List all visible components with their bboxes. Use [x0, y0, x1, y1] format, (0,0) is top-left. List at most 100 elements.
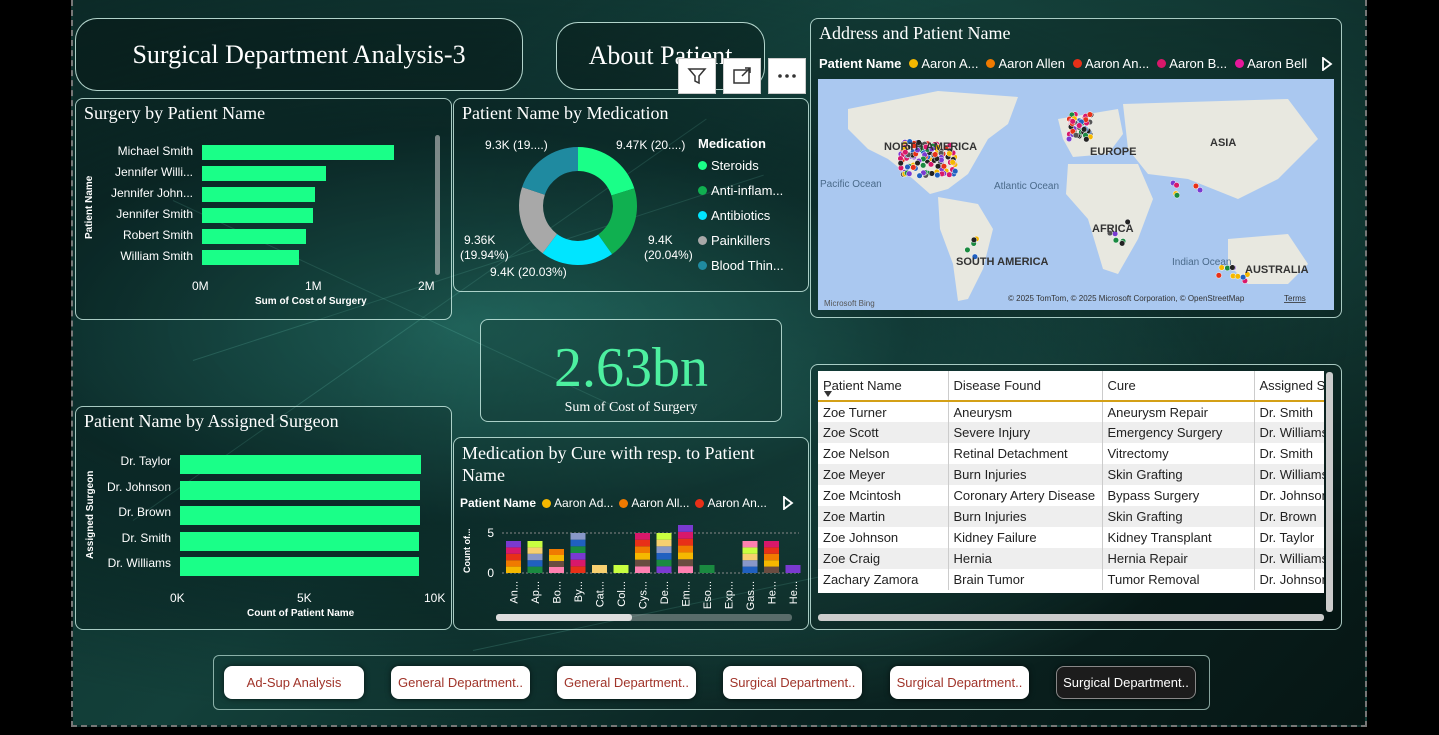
- map-point[interactable]: [1244, 271, 1251, 278]
- stacked-bar-segment[interactable]: [764, 553, 779, 561]
- bar[interactable]: [202, 145, 395, 160]
- map-point[interactable]: [946, 142, 954, 149]
- stacked-bar-segment[interactable]: [613, 565, 629, 573]
- cure-legend-item[interactable]: Aaron Ad...: [542, 496, 613, 510]
- map-point[interactable]: [1173, 182, 1180, 189]
- map-point[interactable]: [932, 151, 939, 158]
- table-h-scrollbar[interactable]: [818, 614, 1324, 621]
- map-point[interactable]: [1119, 240, 1126, 247]
- stacked-bar-segment[interactable]: [527, 566, 543, 573]
- stacked-bar-segment[interactable]: [678, 545, 693, 553]
- world-map[interactable]: NORTH AMERICA EUROPE ASIA AFRICA SOUTH A…: [818, 79, 1334, 310]
- stacked-bar-segment[interactable]: [570, 533, 586, 540]
- column-header[interactable]: Patient Name: [818, 371, 949, 402]
- stacked-bar-segment[interactable]: [527, 547, 543, 554]
- map-point[interactable]: [1192, 182, 1199, 190]
- table-row[interactable]: Zoe Turner Aneurysm Aneurysm Repair Dr. Smi…: [818, 401, 1324, 422]
- stacked-bar-segment[interactable]: [785, 565, 801, 573]
- legend-next-icon[interactable]: [1321, 57, 1333, 71]
- nav-surgical-department-3[interactable]: Surgical Department..: [1056, 666, 1196, 699]
- stacked-bar-segment[interactable]: [742, 560, 758, 567]
- map-point[interactable]: [910, 142, 918, 149]
- legend-item[interactable]: Anti-inflam...: [698, 178, 784, 203]
- legend-next-icon[interactable]: [782, 496, 794, 510]
- map-point[interactable]: [1196, 187, 1204, 194]
- stacked-bar-segment[interactable]: [764, 560, 779, 567]
- stacked-bar-segment[interactable]: [635, 553, 650, 560]
- bar[interactable]: [180, 455, 422, 474]
- map-point[interactable]: [934, 163, 942, 170]
- map-point[interactable]: [902, 149, 909, 156]
- map-point[interactable]: [1240, 274, 1247, 281]
- map-point[interactable]: [949, 159, 956, 166]
- donut-slice[interactable]: [519, 187, 558, 254]
- bar[interactable]: [202, 229, 306, 244]
- stacked-bar-segment[interactable]: [506, 566, 521, 573]
- stacked-bar-segment[interactable]: [527, 560, 543, 567]
- nav-surgical-department-1[interactable]: Surgical Department..: [723, 666, 862, 699]
- map-point[interactable]: [970, 236, 978, 243]
- map-point[interactable]: [920, 162, 927, 169]
- map-point[interactable]: [927, 161, 935, 168]
- legend-item[interactable]: Steroids: [698, 153, 784, 178]
- stacked-bar-segment[interactable]: [527, 541, 543, 548]
- stacked-bar-segment[interactable]: [549, 567, 564, 573]
- stacked-bar-segment[interactable]: [570, 553, 586, 560]
- map-point[interactable]: [1229, 264, 1236, 271]
- map-point[interactable]: [1106, 230, 1113, 237]
- scroll-thumb[interactable]: [496, 614, 632, 621]
- stacked-bar-segment[interactable]: [656, 553, 672, 560]
- map-point[interactable]: [934, 172, 941, 179]
- cure-legend-item[interactable]: Aaron An...: [695, 496, 767, 510]
- cure-legend-item[interactable]: Aaron All...: [619, 496, 689, 510]
- column-header[interactable]: Disease Found: [948, 371, 1103, 402]
- stacked-bar-segment[interactable]: [656, 533, 672, 540]
- map-point[interactable]: [914, 159, 921, 167]
- stacked-bar-segment[interactable]: [764, 566, 779, 573]
- map-point[interactable]: [897, 160, 904, 167]
- stacked-bar-segment[interactable]: [506, 553, 521, 561]
- map-point[interactable]: [914, 146, 921, 154]
- stacked-bar-segment[interactable]: [656, 566, 672, 573]
- stacked-bar-segment[interactable]: [592, 565, 607, 573]
- table-row[interactable]: Zoe Martin Burn Injuries Skin Grafting Dr. …: [818, 506, 1324, 527]
- map-point[interactable]: [904, 163, 911, 171]
- stacked-bar-segment[interactable]: [549, 555, 564, 561]
- stacked-bar-segment[interactable]: [678, 531, 693, 539]
- map-point[interactable]: [946, 171, 953, 178]
- stacked-bar-segment[interactable]: [678, 559, 693, 567]
- bar[interactable]: [202, 166, 327, 181]
- bar[interactable]: [202, 208, 313, 223]
- map-point[interactable]: [910, 164, 917, 171]
- donut-slice[interactable]: [522, 147, 578, 195]
- stacked-bar-segment[interactable]: [742, 553, 758, 561]
- stacked-bar-segment[interactable]: [506, 547, 521, 554]
- stacked-bar-segment[interactable]: [570, 546, 586, 553]
- legend-item[interactable]: Blood Thin...: [698, 253, 784, 278]
- stacked-bar-segment[interactable]: [678, 538, 693, 546]
- map-point[interactable]: [1072, 132, 1079, 139]
- nav-general-department-1[interactable]: General Department..: [391, 666, 530, 699]
- legend-item[interactable]: Antibiotics: [698, 203, 784, 228]
- map-point[interactable]: [1076, 122, 1083, 129]
- map-point[interactable]: [952, 168, 959, 175]
- map-point[interactable]: [1066, 135, 1073, 143]
- map-point[interactable]: [964, 246, 971, 253]
- map-legend-item[interactable]: Aaron A...: [909, 56, 978, 71]
- map-legend-item[interactable]: Aaron B...: [1157, 56, 1227, 71]
- map-point[interactable]: [1086, 111, 1093, 118]
- legend-item[interactable]: Painkillers: [698, 228, 784, 253]
- stacked-bar-segment[interactable]: [656, 559, 672, 567]
- map-legend-item[interactable]: Aaron Bell: [1235, 56, 1307, 71]
- nav-general-department-2[interactable]: General Department..: [557, 666, 696, 699]
- map-point[interactable]: [1081, 126, 1088, 133]
- focus-mode-button[interactable]: [723, 58, 761, 94]
- column-header[interactable]: Assigned Surgeon: [1254, 371, 1324, 402]
- stacked-bar-segment[interactable]: [699, 565, 715, 573]
- stacked-bar-segment[interactable]: [742, 566, 758, 573]
- map-point[interactable]: [1218, 264, 1225, 271]
- map-point[interactable]: [1124, 218, 1131, 225]
- nav-ad-sup-analysis[interactable]: Ad-Sup Analysis: [224, 666, 364, 699]
- map-legend-item[interactable]: Aaron An...: [1072, 56, 1149, 71]
- stacked-bar-segment[interactable]: [527, 553, 543, 561]
